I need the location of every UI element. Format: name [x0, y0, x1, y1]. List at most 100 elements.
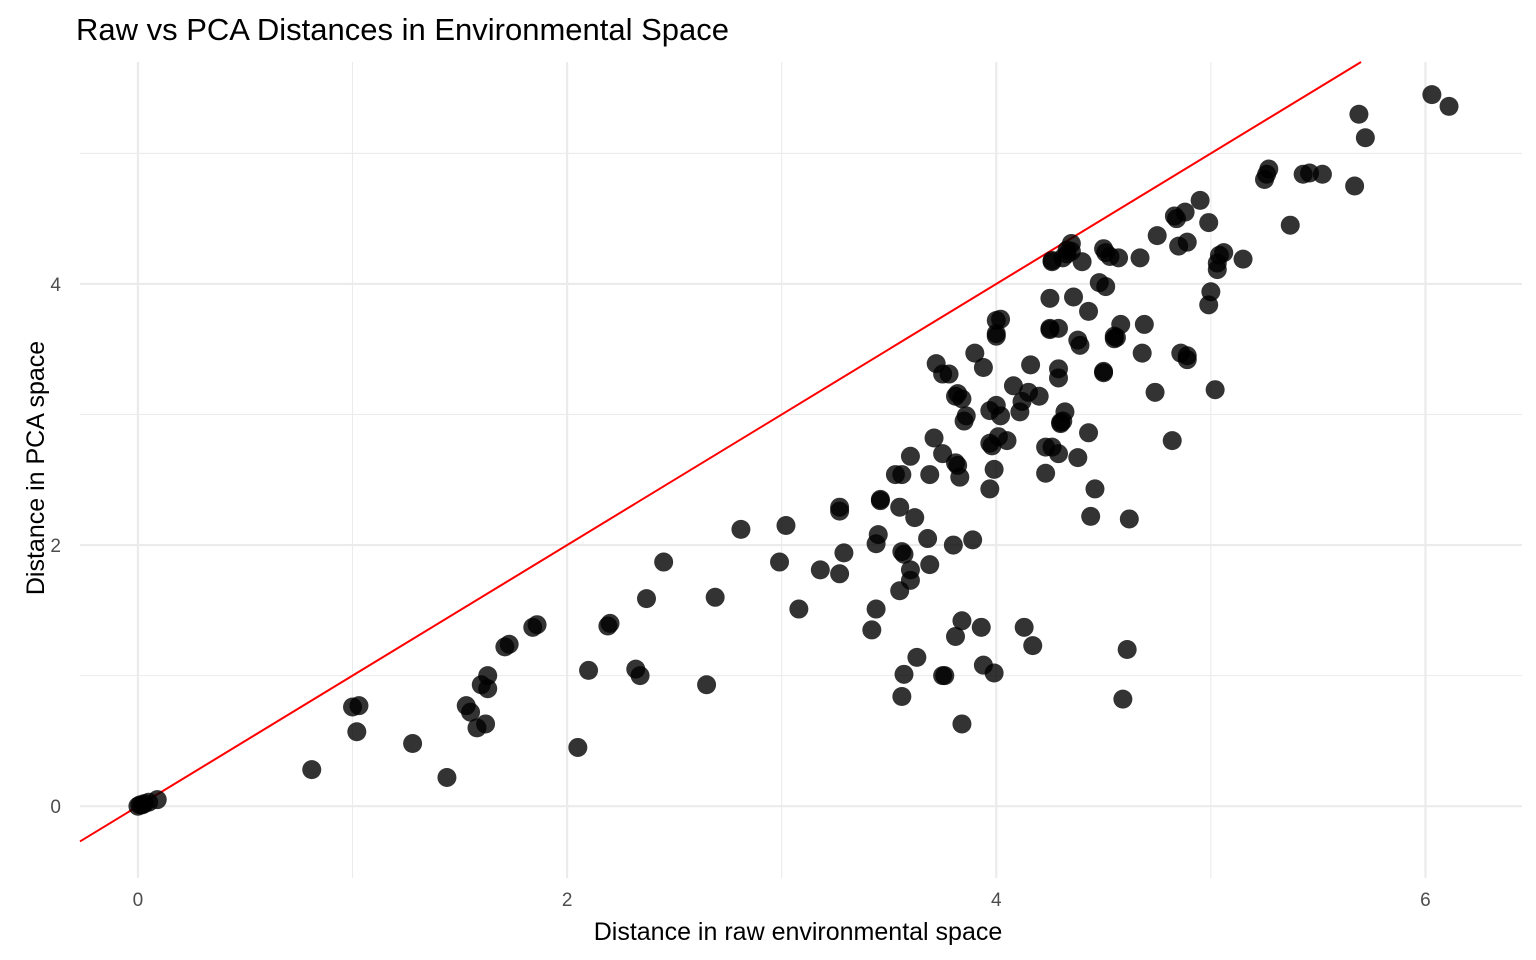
data-point [986, 324, 1006, 344]
x-tick-label: 2 [562, 890, 573, 911]
data-point [1036, 463, 1056, 483]
data-point [1145, 382, 1165, 402]
data-point [1021, 355, 1041, 375]
data-point [1132, 343, 1152, 363]
data-point [1029, 386, 1049, 406]
data-point [630, 666, 650, 686]
data-point [890, 497, 910, 517]
data-point [1349, 104, 1369, 124]
data-point [1201, 282, 1221, 302]
data-point [1070, 335, 1090, 355]
grid [80, 62, 1522, 878]
data-point [1147, 226, 1167, 246]
data-point [1023, 636, 1043, 656]
data-point [1117, 640, 1137, 660]
data-point [1259, 159, 1279, 179]
data-point [1214, 243, 1234, 263]
y-axis-label: Distance in PCA space [22, 341, 50, 595]
data-point [731, 519, 751, 539]
data-point [920, 465, 940, 485]
data-point [971, 617, 991, 637]
data-point [1003, 376, 1023, 396]
data-point [1079, 423, 1099, 443]
data-point [991, 406, 1011, 426]
data-point [568, 737, 588, 757]
data-point [956, 406, 976, 426]
data-point [952, 389, 972, 409]
data-point [1072, 252, 1092, 272]
data-points [128, 85, 1459, 816]
data-point [478, 679, 498, 699]
reference-line [79, 61, 1362, 843]
data-point [1162, 431, 1182, 451]
data-point [1190, 190, 1210, 210]
data-point [437, 767, 457, 787]
data-point [900, 446, 920, 466]
data-point [946, 626, 965, 646]
data-point [461, 702, 481, 722]
data-point [984, 663, 1004, 683]
data-point [868, 525, 888, 545]
data-point [1177, 232, 1197, 252]
data-point [1130, 248, 1150, 268]
data-point [1081, 506, 1101, 526]
x-axis-label: Distance in raw environmental space [594, 918, 1003, 946]
x-tick-label: 0 [133, 890, 144, 911]
data-point [654, 552, 674, 572]
data-point [1439, 96, 1459, 116]
data-point [1280, 215, 1300, 235]
data-point [952, 611, 972, 631]
data-point [892, 687, 912, 707]
identity-line [79, 61, 1362, 843]
data-point [347, 722, 367, 742]
data-point [147, 790, 167, 810]
data-point [476, 714, 496, 734]
data-point [349, 696, 369, 716]
data-point [499, 634, 519, 654]
data-point [918, 529, 938, 549]
data-point [894, 544, 914, 564]
data-point [1096, 277, 1116, 297]
data-point [697, 675, 717, 695]
data-point [870, 491, 890, 511]
data-point [527, 615, 547, 635]
data-point [952, 714, 972, 734]
data-point [830, 501, 850, 521]
data-point [905, 508, 925, 528]
data-point [1345, 176, 1365, 196]
data-point [403, 734, 423, 754]
data-point [579, 660, 599, 680]
data-point [892, 465, 912, 485]
chart-title: Raw vs PCA Distances in Environmental Sp… [76, 12, 729, 47]
data-point [1064, 287, 1084, 307]
data-point [1040, 288, 1060, 308]
data-point [1233, 249, 1253, 269]
data-point [943, 535, 963, 555]
data-point [705, 587, 725, 607]
data-point [1119, 509, 1139, 529]
data-point [984, 459, 1004, 479]
data-point [776, 515, 796, 535]
data-point [1111, 314, 1131, 334]
data-point [789, 599, 809, 619]
data-point [834, 543, 854, 563]
data-point [1085, 479, 1105, 499]
data-point [963, 530, 983, 550]
data-point [973, 358, 993, 378]
data-point [1355, 128, 1375, 148]
x-tick-label: 4 [991, 890, 1002, 911]
data-point [1134, 314, 1154, 334]
data-point [900, 570, 920, 590]
data-point [1205, 380, 1225, 400]
y-tick-label: 4 [50, 275, 61, 296]
data-point [302, 760, 322, 780]
data-point [991, 309, 1011, 329]
data-point [637, 589, 656, 609]
data-point [866, 599, 886, 619]
data-point [600, 613, 620, 633]
data-point [1014, 617, 1034, 637]
data-point [1113, 689, 1133, 709]
y-tick-label: 2 [50, 536, 61, 557]
data-point [894, 664, 914, 684]
data-point [920, 555, 940, 575]
